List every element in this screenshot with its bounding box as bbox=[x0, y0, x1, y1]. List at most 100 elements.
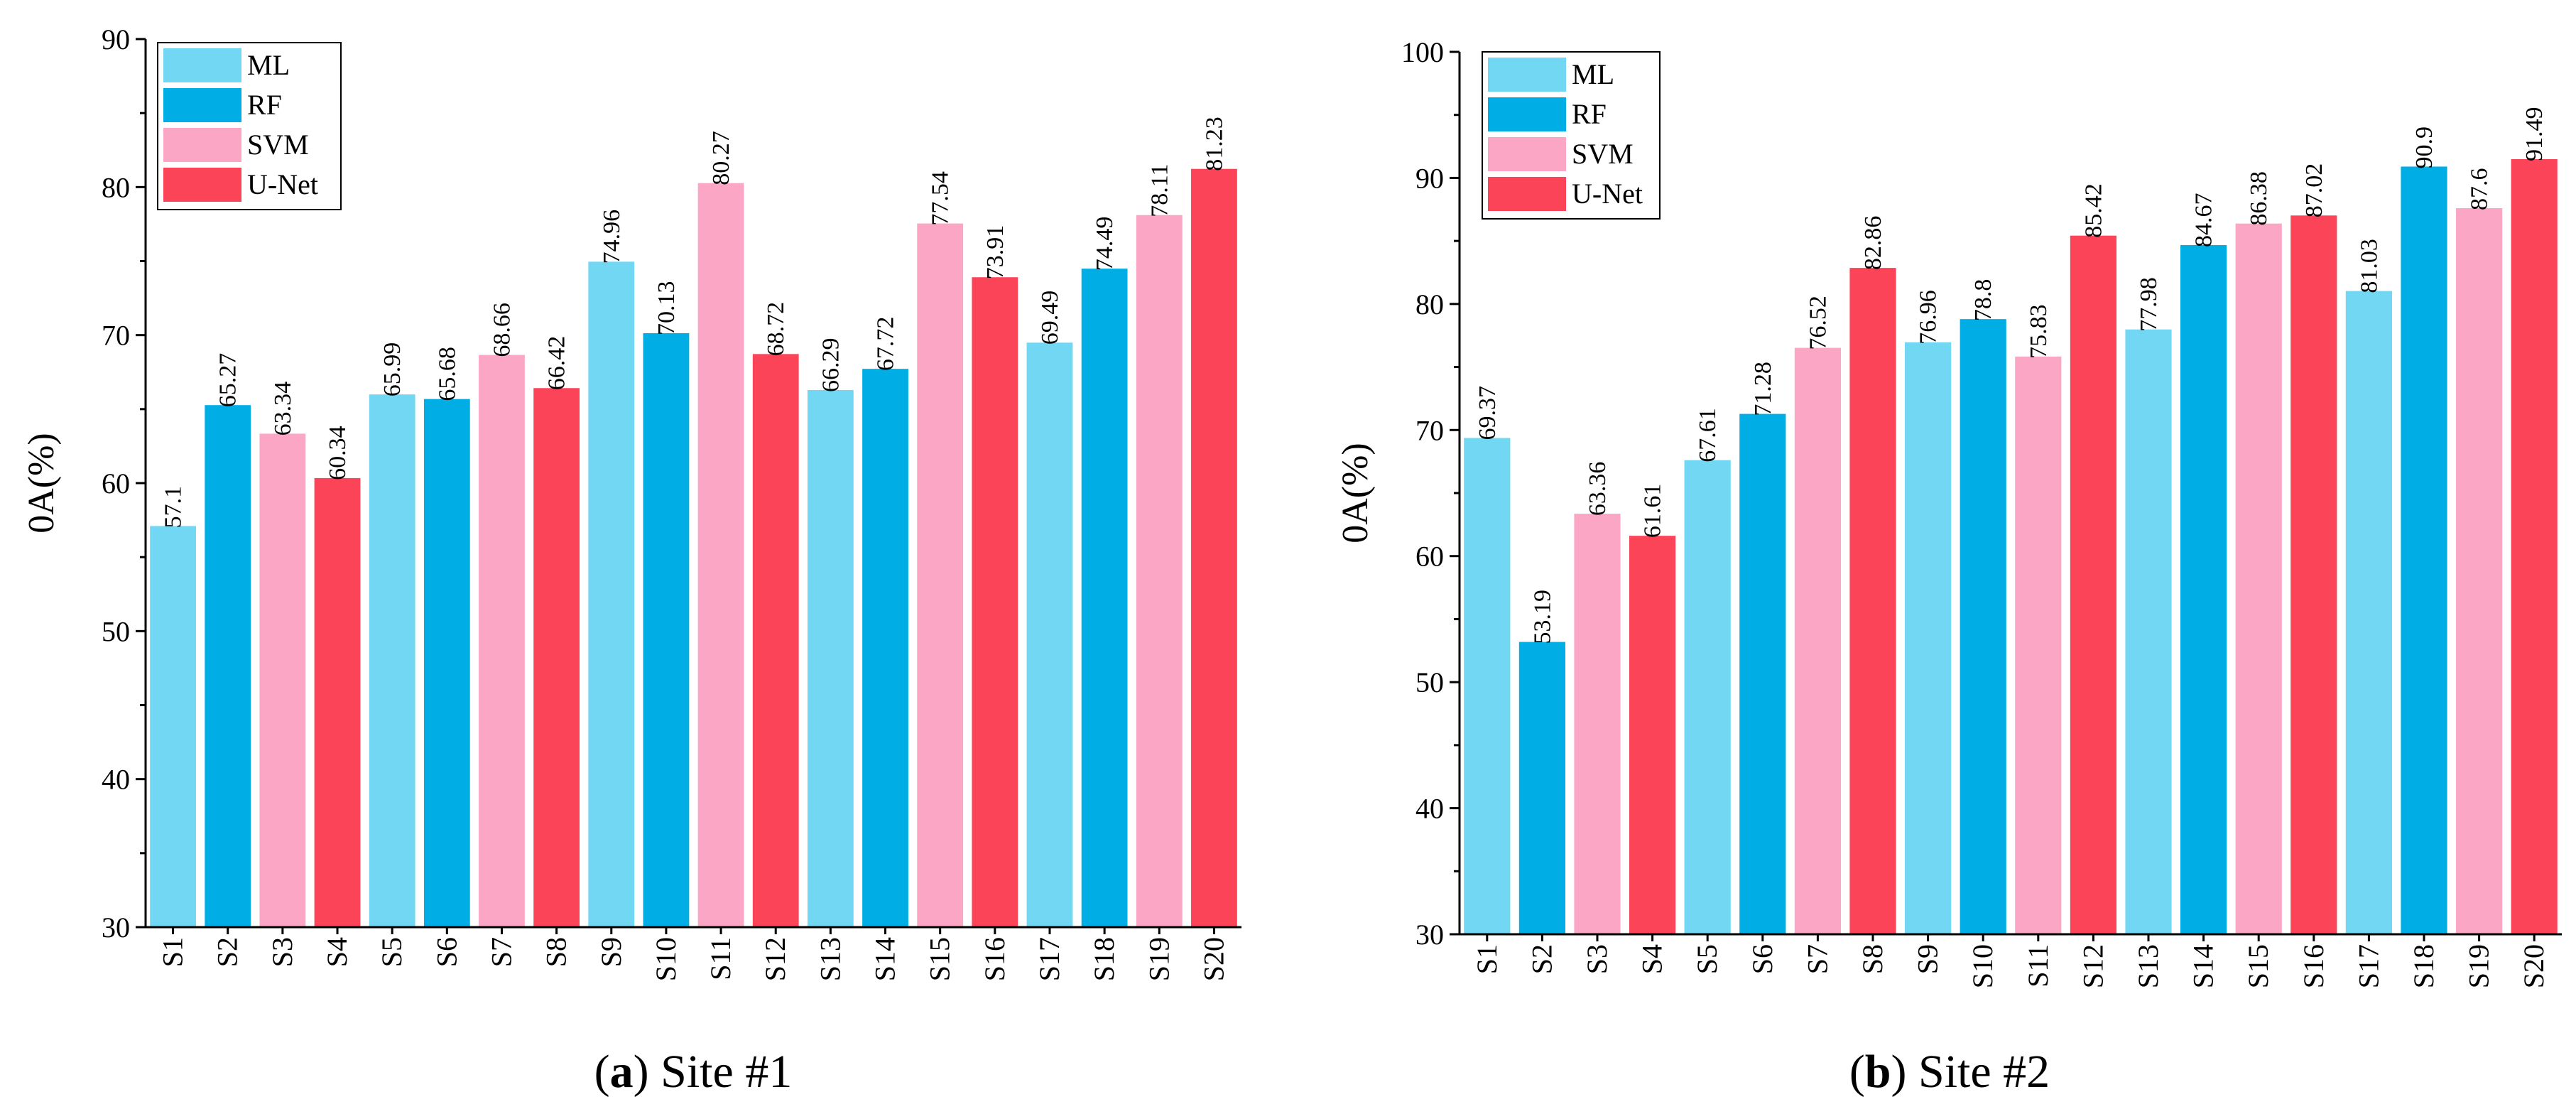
value-label: 68.72 bbox=[763, 302, 789, 357]
value-label: 75.83 bbox=[2026, 304, 2052, 359]
x-tick-label: S7 bbox=[485, 937, 517, 967]
value-label: 74.49 bbox=[1092, 217, 1118, 271]
legend-label-rf: RF bbox=[247, 89, 282, 121]
bar-s20 bbox=[1191, 168, 1237, 927]
bar-s7 bbox=[479, 355, 525, 927]
x-tick-label: S16 bbox=[979, 937, 1011, 981]
value-label: 57.1 bbox=[161, 486, 187, 529]
y-tick-label: 40 bbox=[1415, 793, 1444, 825]
bar-s16 bbox=[2290, 215, 2337, 935]
bar-s12 bbox=[752, 354, 799, 927]
value-label: 86.38 bbox=[2246, 171, 2272, 226]
y-tick-label: 60 bbox=[102, 467, 130, 499]
value-label: 73.91 bbox=[982, 225, 1009, 280]
value-label: 69.49 bbox=[1037, 291, 1063, 345]
bar-s12 bbox=[2070, 235, 2116, 934]
legend: ML RF SVM U-Net bbox=[1482, 51, 1661, 220]
value-label: 65.68 bbox=[434, 347, 460, 401]
legend-label-rf: RF bbox=[1572, 98, 1607, 130]
bar-s8 bbox=[1849, 268, 1896, 935]
legend-swatch-u-net bbox=[1488, 177, 1566, 211]
panel-caption: (b) Site #2 bbox=[1849, 1046, 2050, 1098]
x-tick-label: S4 bbox=[321, 937, 353, 967]
x-tick-label: S11 bbox=[2022, 944, 2054, 988]
caption-text: Site #1 bbox=[649, 1046, 793, 1098]
bar-s1 bbox=[150, 526, 196, 927]
bar-s2 bbox=[205, 405, 251, 927]
caption-letter: b bbox=[1865, 1046, 1891, 1098]
bar-s2 bbox=[1518, 642, 1565, 934]
bar-s19 bbox=[1136, 215, 1183, 927]
bar-s13 bbox=[807, 389, 854, 927]
value-label: 67.61 bbox=[1695, 408, 1721, 463]
x-tick-label: S18 bbox=[2408, 944, 2440, 988]
bar-s19 bbox=[2456, 208, 2503, 934]
value-label: 63.36 bbox=[1585, 462, 1611, 517]
value-label: 84.67 bbox=[2191, 193, 2217, 247]
value-label: 74.96 bbox=[599, 210, 625, 264]
y-tick-label: 50 bbox=[102, 615, 130, 647]
value-label: 81.03 bbox=[2356, 239, 2382, 293]
bar-s17 bbox=[1026, 342, 1073, 928]
legend-label-u-net: U-Net bbox=[247, 168, 318, 200]
bar-s11 bbox=[697, 183, 744, 927]
bar-s20 bbox=[2511, 158, 2558, 935]
x-tick-label: S20 bbox=[1197, 937, 1229, 981]
y-tick-label: 60 bbox=[1415, 541, 1444, 573]
value-label: 76.96 bbox=[1915, 290, 1942, 345]
value-label: 69.37 bbox=[1474, 386, 1501, 440]
x-tick-label: S15 bbox=[924, 937, 956, 981]
legend-swatch-ml bbox=[163, 48, 241, 82]
x-tick-label: S1 bbox=[1471, 944, 1503, 974]
x-tick-label: S10 bbox=[1967, 944, 1999, 988]
bar-s1 bbox=[1464, 438, 1511, 934]
y-tick-label: 70 bbox=[1415, 414, 1444, 446]
bar-s10 bbox=[1960, 319, 2006, 934]
y-tick-label: 70 bbox=[102, 320, 130, 352]
y-axis-title: 0A(%) bbox=[21, 433, 62, 534]
legend-label-svm: SVM bbox=[247, 129, 309, 161]
y-tick-label: 30 bbox=[102, 912, 130, 943]
bar-s9 bbox=[588, 261, 635, 927]
x-tick-label: S6 bbox=[430, 937, 462, 967]
bar-s4 bbox=[314, 477, 361, 927]
bar-s5 bbox=[1684, 460, 1731, 934]
bar-s18 bbox=[2401, 166, 2447, 935]
value-label: 78.8 bbox=[1970, 279, 1996, 322]
bar-s8 bbox=[533, 388, 580, 927]
x-tick-label: S20 bbox=[2518, 944, 2550, 988]
bar-s18 bbox=[1081, 269, 1128, 927]
x-tick-label: S11 bbox=[705, 937, 737, 980]
x-tick-label: S18 bbox=[1088, 937, 1120, 981]
value-label: 66.42 bbox=[544, 336, 570, 391]
value-label: 63.34 bbox=[270, 382, 296, 436]
legend-label-svm: SVM bbox=[1572, 138, 1634, 170]
value-label: 60.34 bbox=[325, 426, 351, 480]
bar-s15 bbox=[917, 223, 964, 927]
bar-s3 bbox=[259, 433, 306, 927]
bar-s6 bbox=[423, 399, 470, 927]
bar-s13 bbox=[2125, 329, 2172, 934]
x-tick-label: S7 bbox=[1801, 944, 1833, 974]
x-tick-label: S2 bbox=[212, 937, 244, 967]
legend-swatch-rf bbox=[1488, 97, 1566, 131]
value-label: 87.02 bbox=[2301, 163, 2327, 218]
x-tick-label: S3 bbox=[1581, 944, 1613, 974]
x-tick-label: S13 bbox=[2132, 944, 2164, 988]
value-label: 76.52 bbox=[1805, 296, 1831, 350]
x-tick-label: S12 bbox=[759, 937, 791, 981]
legend-swatch-rf bbox=[163, 88, 241, 122]
panel-caption: (a) Site #1 bbox=[594, 1046, 793, 1098]
y-tick-label: 90 bbox=[1415, 162, 1444, 194]
value-label: 71.28 bbox=[1750, 362, 1776, 416]
legend: ML RF SVM U-Net bbox=[157, 42, 342, 210]
panel-b-chart: 69.37 S1 53.19 S2 63.36 S3 61.61 S4 67.61 S5 71.28… bbox=[1335, 36, 2562, 1098]
value-label: 77.98 bbox=[2136, 277, 2162, 332]
bar-s14 bbox=[2180, 244, 2227, 934]
x-tick-label: S3 bbox=[266, 937, 298, 967]
y-tick-label: 40 bbox=[102, 764, 130, 796]
value-label: 91.49 bbox=[2521, 107, 2548, 161]
value-label: 90.9 bbox=[2411, 126, 2438, 169]
value-label: 68.66 bbox=[489, 303, 515, 357]
